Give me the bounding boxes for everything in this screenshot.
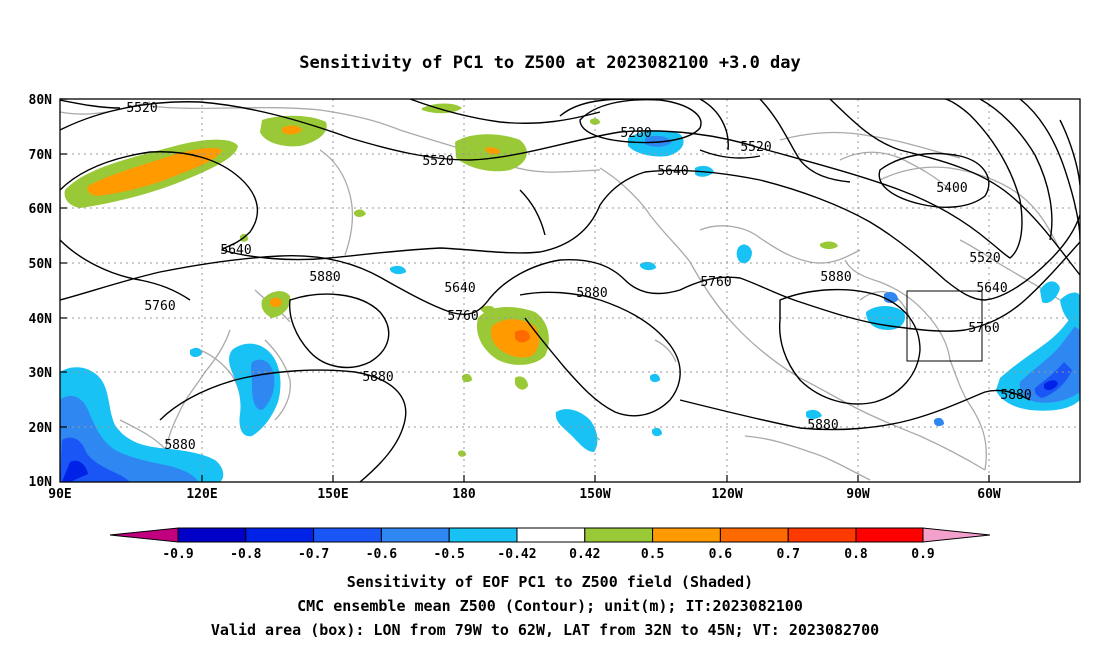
contour-5760 [60, 241, 1080, 332]
colorbar-labels: -0.9 -0.8 -0.7 -0.6 -0.5 -0.42 0.42 0.5 … [162, 547, 934, 562]
z500-contours [60, 99, 1080, 482]
lat-tick-label: 50N [29, 257, 53, 272]
contour-label: 5880 [164, 438, 195, 453]
contour-label: 5880 [820, 270, 851, 285]
contour-label: 5640 [657, 164, 688, 179]
contour-5520-west [60, 99, 121, 109]
contour-label: 5880 [1000, 388, 1031, 403]
map-frame [59, 98, 1081, 483]
contour-label: 5280 [620, 126, 651, 141]
contour-label: 5400 [936, 181, 967, 196]
colorbar-label: -0.5 [434, 547, 465, 562]
contour-label: 5880 [576, 286, 607, 301]
lon-tick-label: 150W [579, 487, 610, 502]
contour-5280-low [579, 99, 702, 144]
contour-5520 [60, 99, 1023, 259]
colorbar-box [516, 527, 586, 543]
contour-5640 [60, 151, 1080, 301]
lat-tick-label: 70N [29, 148, 53, 163]
lat-tick-label: 10N [29, 475, 53, 490]
contour-5880-east-pacific [288, 293, 390, 369]
contour-label: 5760 [968, 321, 999, 336]
contour-label: 5520 [422, 154, 453, 169]
colorbar-label: -0.6 [366, 547, 397, 562]
contour-5400-low [878, 152, 990, 208]
colorbar-min-arrow [109, 527, 179, 543]
contour-label: 5640 [220, 243, 251, 258]
colorbar-label: -0.9 [162, 547, 193, 562]
colorbar-box [787, 527, 857, 543]
contour-label: 5520 [969, 251, 1000, 266]
lat-tick-label: 40N [29, 312, 53, 327]
contour-label: 5760 [144, 299, 175, 314]
lat-tick-label: 20N [29, 421, 53, 436]
contour-label: 5640 [976, 281, 1007, 296]
caption-line-3: Valid area (box): LON from 79W to 62W, L… [211, 621, 879, 639]
contour-label: 5760 [447, 309, 478, 324]
lon-tick-label: 120W [711, 487, 742, 502]
colorbar-label: -0.42 [497, 547, 536, 562]
contour-label: 5880 [309, 270, 340, 285]
negative-core-west-pacific [60, 395, 198, 482]
colorbar-label: 0.7 [776, 547, 799, 562]
shaded-sensitivity [60, 103, 1080, 482]
map-panel: 5520 5520 5520 5520 5280 5400 5640 5640 … [29, 93, 1081, 502]
colorbar-label: -0.7 [298, 547, 329, 562]
colorbar-label: 0.5 [641, 547, 664, 562]
lon-tick-label: 90E [48, 487, 71, 502]
contour-label: 5880 [807, 418, 838, 433]
colorbar-label: 0.8 [844, 547, 868, 562]
lat-tick-label: 80N [29, 93, 53, 108]
colorbar-box [313, 527, 382, 543]
colorbar: -0.9 -0.8 -0.7 -0.6 -0.5 -0.42 0.42 0.5 … [109, 527, 991, 562]
lon-tick-label: 90W [846, 487, 870, 502]
lon-tick-label: 120E [186, 487, 217, 502]
contour-5880-us [778, 288, 921, 405]
lon-tick-label: 150E [317, 487, 348, 502]
lon-axis-labels: 90E 120E 150E 180 150W 120W 90W 60W [48, 487, 1001, 502]
contour-label: 5520 [740, 140, 771, 155]
colorbar-label: 0.9 [911, 547, 934, 562]
lon-tick-label: 180 [452, 487, 476, 502]
colorbar-box [652, 527, 721, 543]
positive-core-siberia [87, 148, 222, 196]
lat-tick-label: 60N [29, 202, 53, 217]
contour-labels: 5520 5520 5520 5520 5280 5400 5640 5640 … [126, 101, 1031, 453]
contour-5880-pacific [519, 291, 681, 417]
tick-marks [60, 98, 990, 482]
colorbar-box [177, 527, 247, 543]
colorbar-box [855, 527, 924, 543]
figure-title: Sensitivity of PC1 to Z500 at 2023082100… [299, 53, 801, 73]
contour-label: 5640 [444, 281, 475, 296]
valid-area-box [906, 290, 983, 362]
contour-5880-central [159, 369, 407, 482]
colorbar-label: 0.6 [709, 547, 733, 562]
caption-line-2: CMC ensemble mean Z500 (Contour); unit(m… [297, 597, 803, 615]
caption-line-1: Sensitivity of EOF PC1 to Z500 field (Sh… [347, 573, 753, 591]
colorbar-box [380, 527, 450, 543]
contour-label: 5760 [700, 275, 731, 290]
contour-label: 5880 [362, 370, 393, 385]
lat-tick-label: 30N [29, 366, 53, 381]
colorbar-box [245, 527, 315, 543]
contour-5880-south [679, 389, 1031, 431]
grid-lines [60, 99, 1080, 482]
colorbar-label: -0.8 [230, 547, 261, 562]
lon-tick-label: 60W [977, 487, 1001, 502]
colorbar-label: 0.42 [569, 547, 600, 562]
contour-5760-b [60, 239, 191, 301]
contour-label: 5520 [126, 101, 157, 116]
colorbar-box [448, 527, 518, 543]
colorbar-box [719, 527, 789, 543]
positive-core-north-pacific [490, 319, 540, 358]
colorbar-max-arrow [922, 527, 991, 543]
colorbar-box [584, 527, 654, 543]
lat-axis-labels: 80N 70N 60N 50N 40N 30N 20N 10N [29, 93, 53, 490]
